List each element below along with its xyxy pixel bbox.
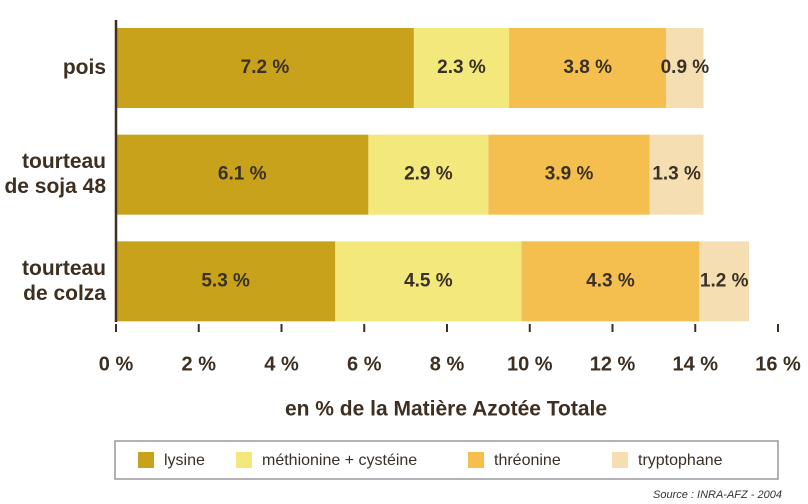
value-label: 1.3 % <box>652 164 701 185</box>
y-tick-line: tourteau <box>22 256 106 279</box>
bar-segment <box>335 241 522 322</box>
legend-box <box>114 440 779 480</box>
x-tick-label: 6 % <box>347 353 382 375</box>
legend-label: thréonine <box>494 452 561 469</box>
value-label: 7.2 % <box>241 57 290 78</box>
legend-swatch <box>236 452 252 468</box>
value-label: 4.3 % <box>586 270 635 291</box>
bar-segment <box>116 241 336 322</box>
x-tick-label: 0 % <box>99 353 134 375</box>
x-tick-label: 8 % <box>430 353 465 375</box>
x-tick-label: 16 % <box>755 353 801 375</box>
bar-segment <box>368 134 489 215</box>
y-tick-line: de soja 48 <box>4 175 106 198</box>
value-label: 4.5 % <box>404 270 453 291</box>
bar-segment <box>666 28 704 108</box>
value-label: 2.3 % <box>437 57 486 78</box>
bar-segment <box>116 28 414 108</box>
bar-segment <box>649 134 704 215</box>
y-tick-label: pois <box>63 56 106 79</box>
bar-segment <box>521 241 700 322</box>
legend-label: méthionine + cystéine <box>262 452 417 469</box>
x-axis-title: en % de la Matière Azotée Totale <box>285 398 607 421</box>
x-tick-label: 2 % <box>182 353 217 375</box>
y-tick-line: de colza <box>23 281 106 304</box>
value-label: 1.2 % <box>700 270 749 291</box>
source: Source : INRA-AFZ - 2004 <box>653 489 782 501</box>
x-tick-label: 12 % <box>590 353 636 375</box>
y-tick-label: tourteau de soja 48 <box>4 150 106 198</box>
x-tick-label: 14 % <box>672 353 718 375</box>
legend-swatch <box>468 452 484 468</box>
y-tick-line: pois <box>63 56 106 79</box>
value-label: 3.8 % <box>563 57 612 78</box>
bar-segment <box>413 28 510 108</box>
value-label: 3.9 % <box>545 164 594 185</box>
bar-segment <box>699 241 750 322</box>
x-tick-label: 4 % <box>264 353 299 375</box>
value-label: 5.3 % <box>201 270 250 291</box>
value-label: 0.9 % <box>661 57 710 78</box>
y-tick-label: tourteau de colza <box>22 256 106 304</box>
legend-label: tryptophane <box>638 452 723 469</box>
legend-label: lysine <box>164 452 205 469</box>
bar-segment <box>116 134 369 215</box>
value-label: 2.9 % <box>404 164 453 185</box>
legend-swatch <box>612 452 628 468</box>
bar-segment <box>488 134 650 215</box>
bar-segment <box>509 28 667 108</box>
value-label: 6.1 % <box>218 164 267 185</box>
legend-swatch <box>138 452 154 468</box>
x-tick-label: 10 % <box>507 353 553 375</box>
y-tick-line: tourteau <box>22 150 106 173</box>
